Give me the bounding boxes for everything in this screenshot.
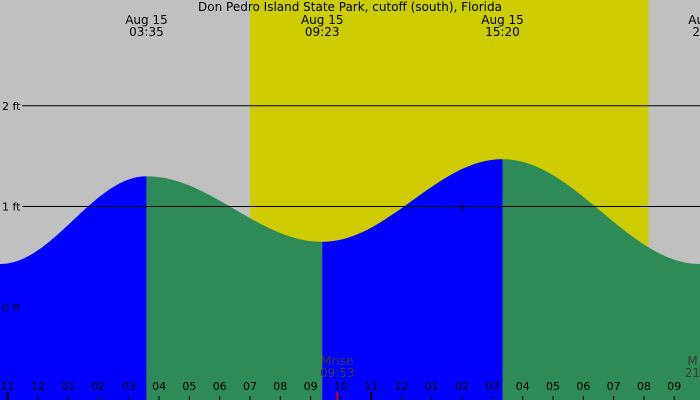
extremum-time-label: 15:20	[485, 25, 520, 39]
hour-tick-label: 05	[182, 380, 196, 393]
hour-tick-label: 04	[516, 380, 530, 393]
moon-event-label: M	[687, 354, 697, 368]
hour-tick-label: 06	[213, 380, 227, 393]
hour-tick-label: 08	[637, 380, 651, 393]
extremum-date-label: Aug 15	[481, 13, 524, 27]
extremum-time-label: 09:23	[305, 25, 340, 39]
hour-tick-label: 06	[576, 380, 590, 393]
moon-event-label: Mrise	[321, 354, 353, 368]
rising-tide-area	[0, 176, 147, 400]
crosshair-cursor	[457, 201, 468, 212]
hour-tick-label: 07	[607, 380, 621, 393]
hour-tick-label: 12	[395, 380, 409, 393]
hour-tick-label: 01	[61, 380, 75, 393]
extremum-date-label: Aug	[688, 13, 700, 27]
y-tick-labels: 2 ft 1 ft 0 ft	[2, 100, 21, 315]
y-tick-label: 2 ft	[2, 100, 21, 113]
hour-tick-label: 10	[334, 380, 348, 393]
hour-tick-label: 03	[485, 380, 499, 393]
hour-tick-label: 09	[304, 380, 318, 393]
hour-tick-label: 01	[425, 380, 439, 393]
hour-tick-label: 11	[1, 380, 15, 393]
hour-tick-label: 02	[455, 380, 469, 393]
y-gridlines	[22, 105, 700, 208]
hour-tick-label: 11	[364, 380, 378, 393]
hour-tick-label: 09	[667, 380, 681, 393]
y-tick-label: 1 ft	[2, 201, 21, 214]
extremum-time-label: 03:35	[129, 25, 164, 39]
chart-title: Don Pedro Island State Park, cutoff (sou…	[198, 0, 502, 14]
hour-tick-label: 04	[152, 380, 166, 393]
extremum-date-label: Aug 15	[125, 13, 168, 27]
tide-areas	[0, 159, 700, 400]
hour-tick-label: 03	[122, 380, 136, 393]
falling-tide-area	[502, 159, 700, 400]
hour-axis: 11 12 01 02 03 04 05 06 07 08 09 10 11 12 01 02 03 04 05 06…	[1, 380, 681, 400]
extremum-time-label: 21	[692, 25, 700, 39]
rising-tide-area	[322, 159, 503, 400]
moon-event-time: 21	[685, 366, 700, 380]
y-tick-label: 0 ft	[2, 301, 21, 314]
hour-tick-label: 02	[91, 380, 105, 393]
extremum-date-label: Aug 15	[301, 13, 344, 27]
hour-tick-label: 12	[31, 380, 45, 393]
hour-tick-label: 08	[273, 380, 287, 393]
falling-tide-area	[146, 176, 323, 400]
moon-event-time: 09:53	[320, 366, 355, 380]
hour-tick-label: 07	[243, 380, 257, 393]
hour-tick-label: 05	[546, 380, 560, 393]
